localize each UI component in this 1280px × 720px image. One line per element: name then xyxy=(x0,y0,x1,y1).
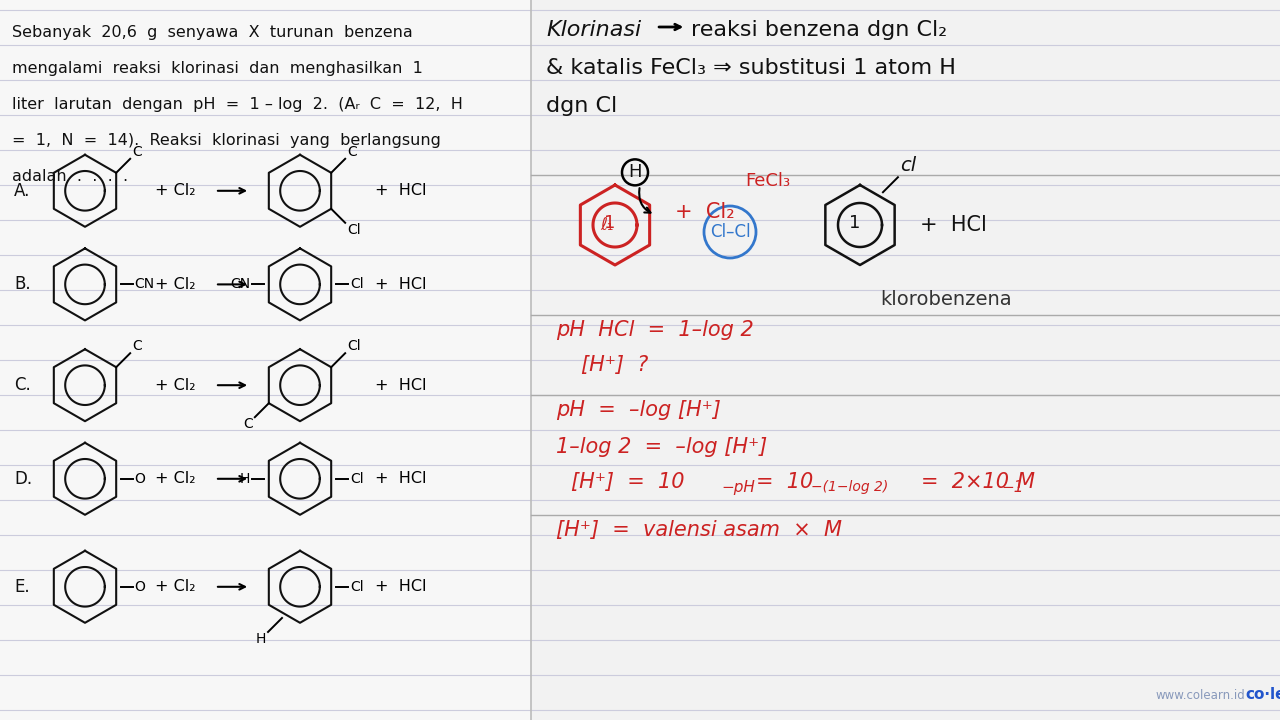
Text: + Cl₂: + Cl₂ xyxy=(155,472,196,486)
Text: D.: D. xyxy=(14,469,32,488)
Text: FeCl₃: FeCl₃ xyxy=(745,172,790,190)
Text: dgn Cl: dgn Cl xyxy=(547,96,617,116)
Text: Sebanyak  20,6  g  senyawa  X  turunan  benzena: Sebanyak 20,6 g senyawa X turunan benzen… xyxy=(12,25,412,40)
Text: CN: CN xyxy=(230,277,250,292)
Text: +  HCl: + HCl xyxy=(375,184,426,198)
Text: H: H xyxy=(239,472,250,486)
Text: + Cl₂: + Cl₂ xyxy=(155,184,196,198)
Text: pH  HCl  =  1–log 2: pH HCl = 1–log 2 xyxy=(557,320,754,340)
Text: Cl: Cl xyxy=(349,277,364,292)
Text: 1: 1 xyxy=(850,214,860,232)
Text: mengalami  reaksi  klorinasi  dan  menghasilkan  1: mengalami reaksi klorinasi dan menghasil… xyxy=(12,61,422,76)
Text: + Cl₂: + Cl₂ xyxy=(155,580,196,594)
Text: C: C xyxy=(243,417,253,431)
Text: + Cl₂: + Cl₂ xyxy=(155,378,196,392)
Bar xyxy=(0,0,531,720)
Text: C: C xyxy=(132,145,142,159)
Text: +  HCl: + HCl xyxy=(375,277,426,292)
Text: Cl: Cl xyxy=(347,339,361,354)
Text: adalah  .  .  .  .: adalah . . . . xyxy=(12,169,128,184)
Text: [H⁺]  =  10: [H⁺] = 10 xyxy=(571,472,685,492)
Text: E.: E. xyxy=(14,577,29,596)
Text: Cl: Cl xyxy=(349,580,364,594)
Text: co·learn: co·learn xyxy=(1245,687,1280,702)
Text: C: C xyxy=(347,145,357,159)
Text: cl: cl xyxy=(900,156,916,175)
Text: +  HCl: + HCl xyxy=(920,215,987,235)
Text: reaksi benzena dgn Cl₂: reaksi benzena dgn Cl₂ xyxy=(691,20,947,40)
Text: H: H xyxy=(256,632,266,646)
Text: Klorinasi: Klorinasi xyxy=(547,20,641,40)
Text: B.: B. xyxy=(14,276,31,294)
Text: Cl: Cl xyxy=(347,222,361,237)
Text: +  Cl₂: + Cl₂ xyxy=(675,202,735,222)
Text: +  HCl: + HCl xyxy=(375,472,426,486)
Text: O: O xyxy=(134,472,145,486)
Text: M: M xyxy=(1016,472,1034,492)
Text: C.: C. xyxy=(14,376,31,395)
Text: pH  =  –log [H⁺]: pH = –log [H⁺] xyxy=(557,400,721,420)
Text: [H⁺]  =  valensi asam  ×  M: [H⁺] = valensi asam × M xyxy=(557,520,842,540)
Text: www.colearn.id: www.colearn.id xyxy=(1155,689,1244,702)
Text: Cl: Cl xyxy=(349,472,364,486)
Text: [H⁺]  ?: [H⁺] ? xyxy=(581,355,649,375)
Text: =  10: = 10 xyxy=(756,472,814,492)
Text: Cl–Cl: Cl–Cl xyxy=(709,223,750,241)
Text: −pH: −pH xyxy=(721,480,755,495)
Text: 1: 1 xyxy=(604,214,616,232)
Text: & katalis FeCl₃ ⇒ substitusi 1 atom H: & katalis FeCl₃ ⇒ substitusi 1 atom H xyxy=(547,58,956,78)
Text: liter  larutan  dengan  pH  =  1 – log  2.  (Aᵣ  C  =  12,  H: liter larutan dengan pH = 1 – log 2. (Aᵣ… xyxy=(12,97,463,112)
Text: klorobenzena: klorobenzena xyxy=(881,290,1011,309)
Text: A.: A. xyxy=(14,181,31,199)
Text: H: H xyxy=(628,163,641,181)
Text: +  HCl: + HCl xyxy=(375,378,426,392)
Text: +  HCl: + HCl xyxy=(375,580,426,594)
Text: + Cl₂: + Cl₂ xyxy=(155,277,196,292)
Text: =  1,  N  =  14).  Reaksi  klorinasi  yang  berlangsung: = 1, N = 14). Reaksi klorinasi yang berl… xyxy=(12,133,440,148)
Text: 1–log 2  =  –log [H⁺]: 1–log 2 = –log [H⁺] xyxy=(557,437,768,457)
Text: ℓ₁: ℓ₁ xyxy=(600,216,613,234)
Text: −(1−log 2): −(1−log 2) xyxy=(812,480,888,494)
Text: O: O xyxy=(134,580,145,594)
Text: C: C xyxy=(132,339,142,354)
Text: −1: −1 xyxy=(1001,480,1024,495)
Text: =  2×10: = 2×10 xyxy=(922,472,1009,492)
Text: CN: CN xyxy=(134,277,154,292)
